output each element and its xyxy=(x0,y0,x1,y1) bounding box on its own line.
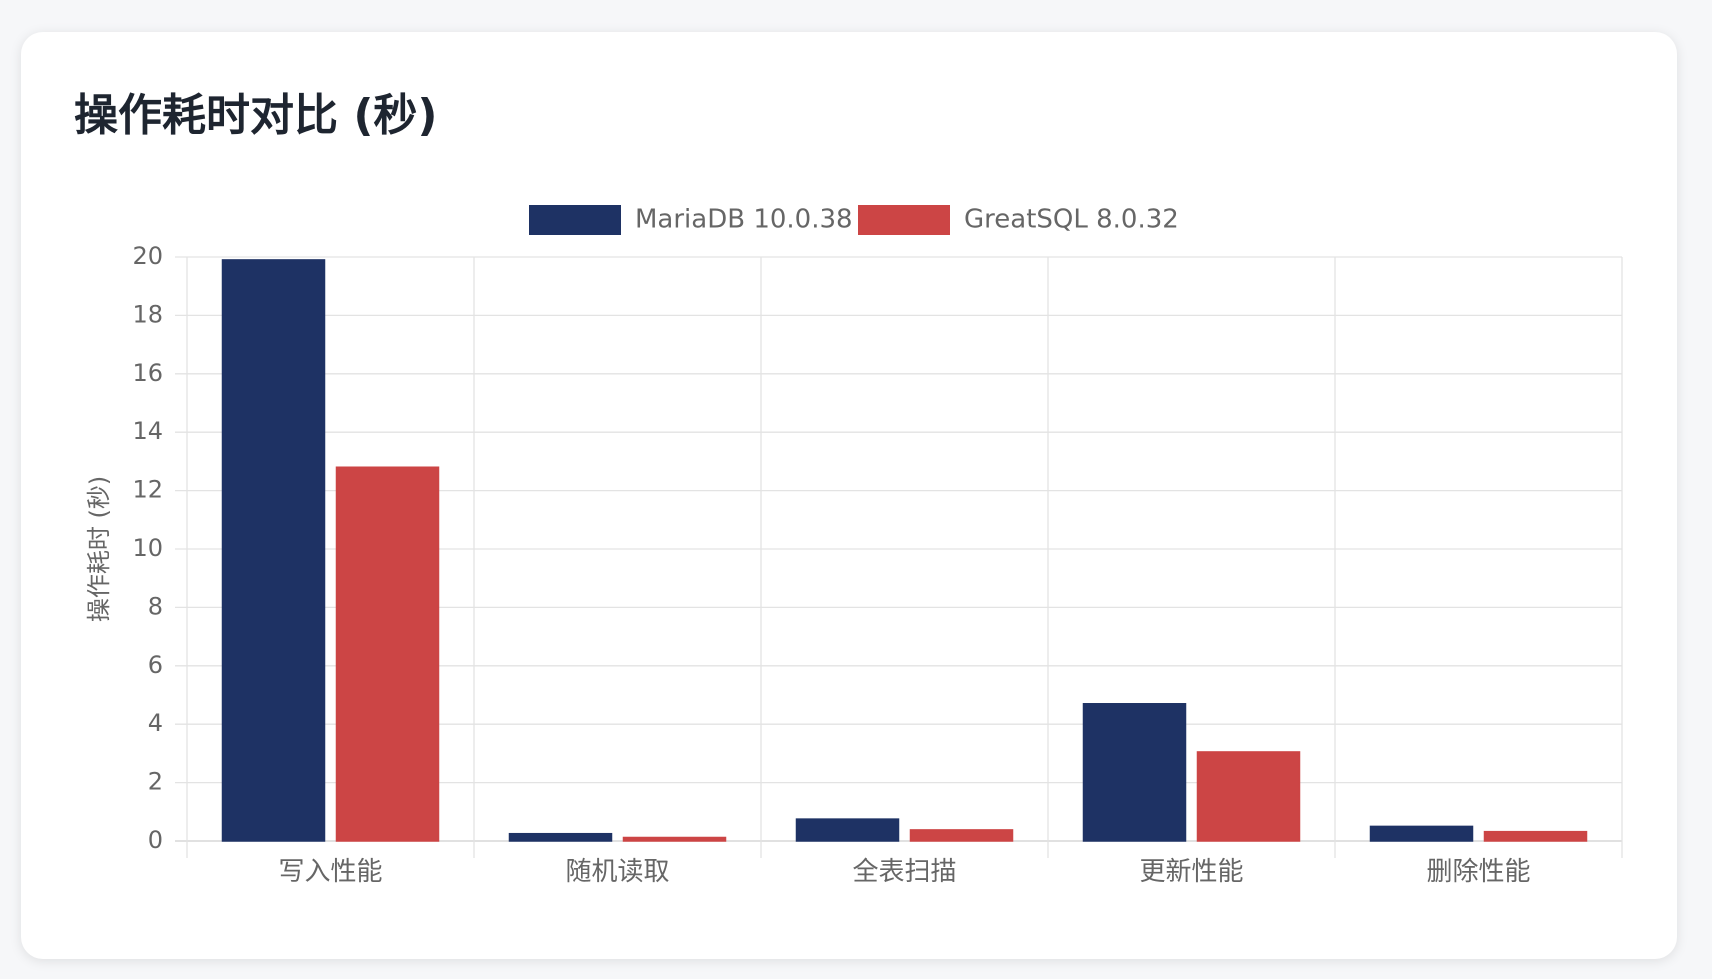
y-tick-label: 14 xyxy=(132,417,163,445)
bar xyxy=(909,829,1014,842)
y-tick-label: 12 xyxy=(132,476,163,504)
legend-label: GreatSQL 8.0.32 xyxy=(964,205,1179,235)
bar xyxy=(221,259,326,842)
y-tick-label: 6 xyxy=(148,651,163,679)
y-tick-label: 10 xyxy=(132,534,163,562)
bar xyxy=(1196,751,1301,842)
y-tick-label: 8 xyxy=(148,592,163,620)
x-tick-label: 全表扫描 xyxy=(852,857,956,887)
bar xyxy=(335,466,440,842)
bar xyxy=(1483,830,1588,842)
legend-swatch xyxy=(529,205,621,235)
bar xyxy=(622,836,727,842)
y-tick-label: 18 xyxy=(132,300,163,328)
bar xyxy=(1369,825,1474,842)
x-tick-label: 删除性能 xyxy=(1426,857,1530,887)
y-axis-title: 操作耗时 (秒) xyxy=(85,476,113,622)
x-tick-label: 随机读取 xyxy=(565,857,669,887)
bar xyxy=(1082,703,1187,842)
x-tick-label: 更新性能 xyxy=(1139,857,1243,887)
bar xyxy=(795,818,900,842)
y-tick-label: 20 xyxy=(132,242,163,270)
y-tick-label: 2 xyxy=(148,768,163,796)
y-tick-label: 4 xyxy=(148,709,163,737)
bar xyxy=(508,832,613,842)
x-tick-label: 写入性能 xyxy=(278,857,382,887)
legend-swatch xyxy=(858,205,950,235)
page-title: 操作耗时对比 (秒) xyxy=(74,90,438,141)
y-tick-label: 0 xyxy=(148,826,163,854)
y-tick-label: 16 xyxy=(132,359,163,387)
legend-label: MariaDB 10.0.38 xyxy=(635,205,853,235)
